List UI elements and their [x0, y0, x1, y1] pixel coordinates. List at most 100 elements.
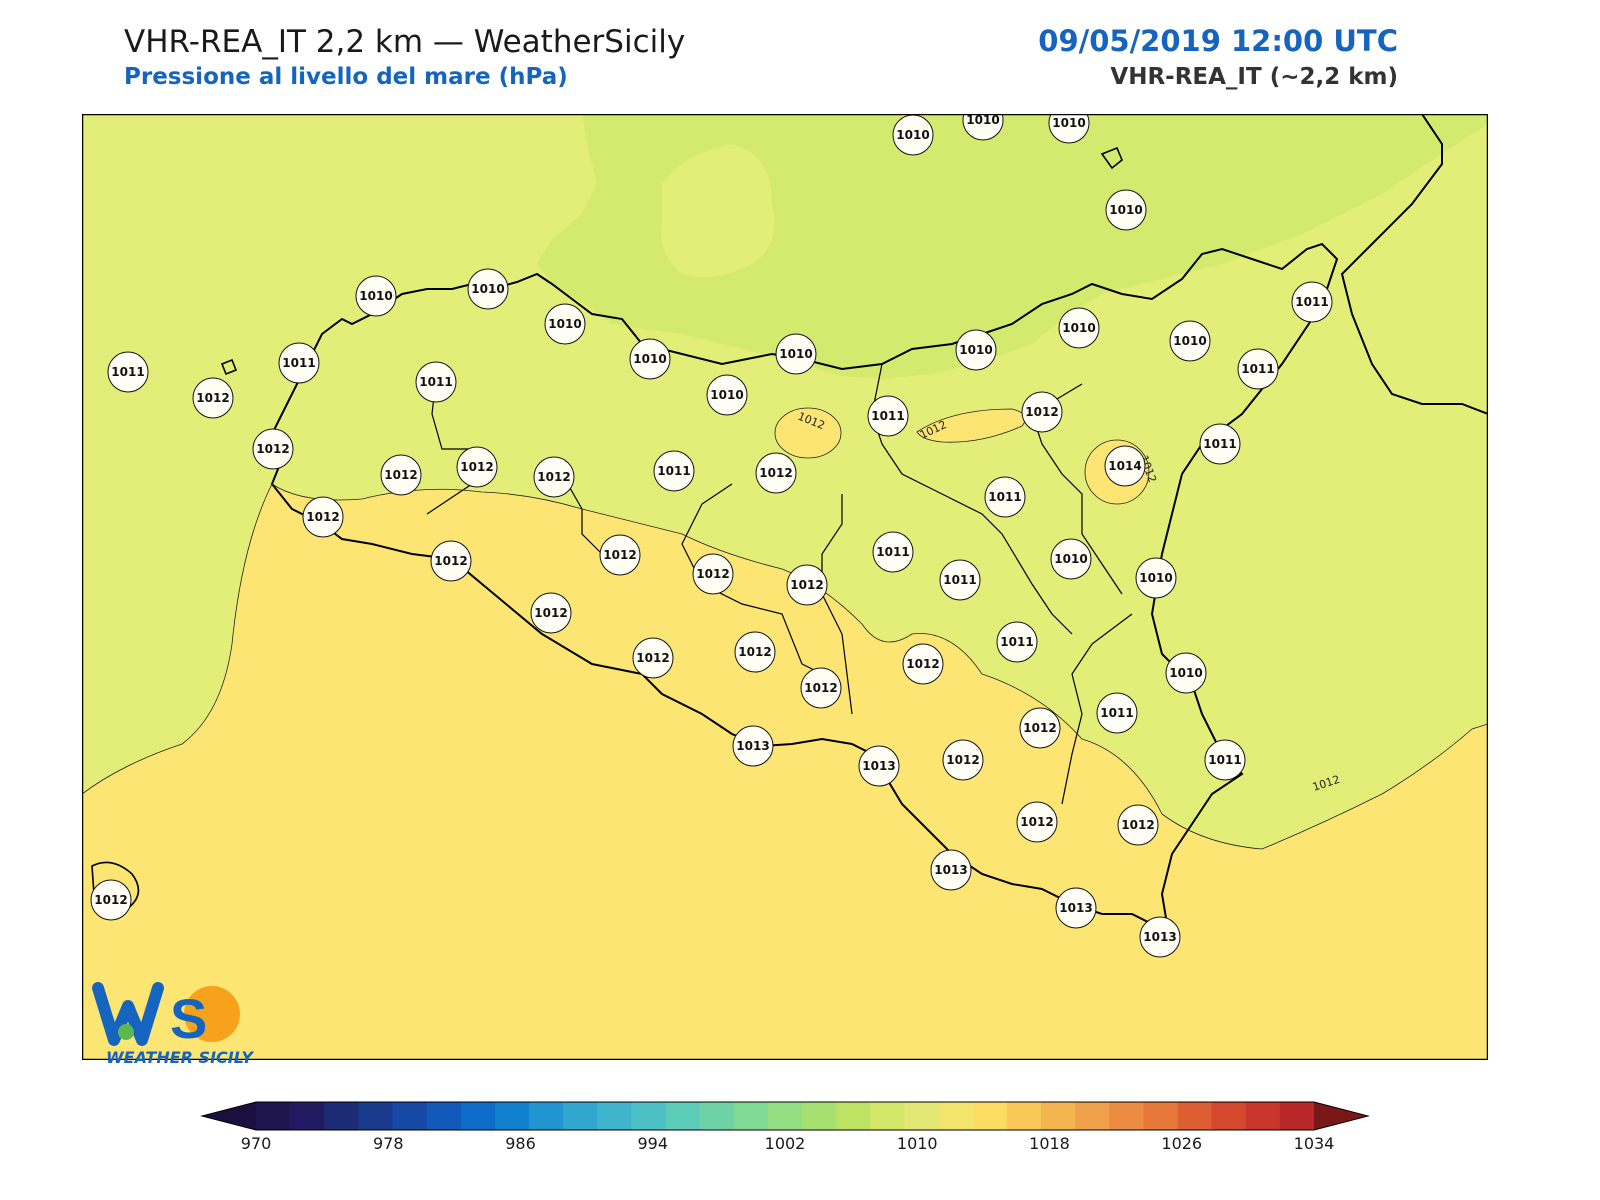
colorbar-swatch: [1006, 1102, 1042, 1130]
station-value: 1010: [1062, 321, 1095, 335]
map-frame: [82, 114, 1488, 1060]
colorbar-swatch: [733, 1102, 769, 1130]
station-value: 1010: [1139, 571, 1172, 585]
station-value: 1012: [460, 460, 493, 474]
station-marker: 1010: [1048, 114, 1090, 144]
station-value: 1011: [1100, 706, 1133, 720]
colorbar-swatch: [972, 1102, 1008, 1130]
station-marker: 1011: [1237, 348, 1279, 390]
station-marker: 1012: [252, 428, 294, 470]
colorbar-tick-label: 1010: [896, 1134, 938, 1153]
weathersicily-logo: S: [92, 982, 240, 1050]
station-marker: 1013: [930, 849, 972, 891]
station-marker: 1012: [530, 592, 572, 634]
station-value: 1012: [1025, 405, 1058, 419]
station-marker: 1012: [942, 739, 984, 781]
station-circle: [1135, 557, 1177, 599]
colorbar-swatch: [1109, 1102, 1144, 1130]
station-value: 1010: [548, 317, 581, 331]
station-value: 1012: [1121, 818, 1154, 832]
station-value: 1013: [1059, 901, 1092, 915]
station-circle: [415, 361, 457, 403]
station-value: 1012: [196, 391, 229, 405]
model-label: VHR-REA_IT (~2,2 km): [1110, 64, 1398, 90]
station-circle: [1104, 445, 1146, 487]
station-circle: [1237, 348, 1279, 390]
colorbar-tick-label: 978: [372, 1134, 404, 1153]
colorbar-swatch: [699, 1102, 735, 1130]
station-circle: [1016, 801, 1058, 843]
station-marker: 1012: [302, 496, 344, 538]
colorbar-swatch: [1075, 1102, 1110, 1130]
station-marker: 1012: [380, 454, 422, 496]
colorbar-swatch: [256, 1102, 291, 1130]
colorbar-swatch: [1279, 1102, 1315, 1130]
colorbar-swatch: [426, 1102, 462, 1130]
map-title: VHR-REA_IT 2,2 km — WeatherSicily: [124, 24, 686, 60]
station-marker: 1012: [430, 540, 472, 582]
station-marker: 1010: [955, 329, 997, 371]
station-marker: 1011: [996, 621, 1038, 663]
station-value: 1011: [1000, 635, 1033, 649]
station-marker: 1010: [355, 275, 397, 317]
colorbar-tick-label: 986: [505, 1134, 536, 1153]
station-marker: 1010: [962, 114, 1004, 141]
station-circle: [755, 452, 797, 494]
station-marker: 1010: [892, 114, 934, 156]
station-marker: 1011: [107, 351, 149, 393]
station-marker: 1012: [902, 643, 944, 685]
station-marker: 1011: [1291, 281, 1333, 323]
station-value: 1011: [282, 356, 315, 370]
station-value: 1013: [862, 759, 895, 773]
colorbar-swatch: [1211, 1102, 1247, 1130]
station-circle: [996, 621, 1038, 663]
field-pocket: [661, 144, 775, 278]
station-value: 1012: [603, 548, 636, 562]
colorbar-swatch: [324, 1102, 359, 1130]
station-circle: [1139, 916, 1181, 958]
station-value: 1011: [419, 375, 452, 389]
station-marker: 1012: [456, 446, 498, 488]
station-circle: [355, 275, 397, 317]
colorbar-swatch: [358, 1102, 394, 1130]
station-circle: [456, 446, 498, 488]
station-marker: 1010: [706, 374, 748, 416]
station-circle: [984, 476, 1026, 518]
calabria-coastline: [1340, 114, 1488, 415]
station-markers: 1010 1010 1010 1010 1010 1010 1010 1010 1010 1010…: [90, 114, 1333, 958]
station-marker: 1011: [867, 395, 909, 437]
station-circle: [800, 667, 842, 709]
colorbar-swatch: [1245, 1102, 1281, 1130]
station-marker: 1012: [786, 564, 828, 606]
station-value: 1013: [1143, 930, 1176, 944]
station-value: 1010: [966, 114, 999, 127]
colorbar-swatch: [460, 1102, 496, 1130]
station-marker: 1010: [1135, 557, 1177, 599]
station-marker: 1011: [1204, 739, 1246, 781]
colorbar-min-arrow: [202, 1102, 256, 1130]
colorbar: [200, 1101, 1370, 1131]
station-value: 1013: [934, 863, 967, 877]
station-circle: [1048, 114, 1090, 144]
station-circle: [734, 631, 776, 673]
colorbar-tick-label: 1002: [764, 1134, 806, 1153]
station-value: 1010: [896, 128, 929, 142]
station-marker: 1012: [1021, 391, 1063, 433]
station-value: 1011: [988, 490, 1021, 504]
station-value: 1011: [111, 365, 144, 379]
colorbar-swatch: [631, 1102, 667, 1130]
station-marker: 1010: [775, 333, 817, 375]
colorbar-tick-label: 1026: [1161, 1134, 1203, 1153]
station-circle: [955, 329, 997, 371]
station-value: 1012: [537, 470, 570, 484]
field-low-north: [537, 114, 1488, 379]
colorbar-swatch: [870, 1102, 905, 1130]
station-circle: [252, 428, 294, 470]
colorbar-tick-label: 1018: [1029, 1134, 1070, 1153]
station-circle: [653, 450, 695, 492]
station-circle: [302, 496, 344, 538]
station-circle: [1117, 804, 1159, 846]
station-circle: [632, 637, 674, 679]
station-marker: 1014: [1104, 445, 1146, 487]
colorbar-swatch: [836, 1102, 871, 1130]
